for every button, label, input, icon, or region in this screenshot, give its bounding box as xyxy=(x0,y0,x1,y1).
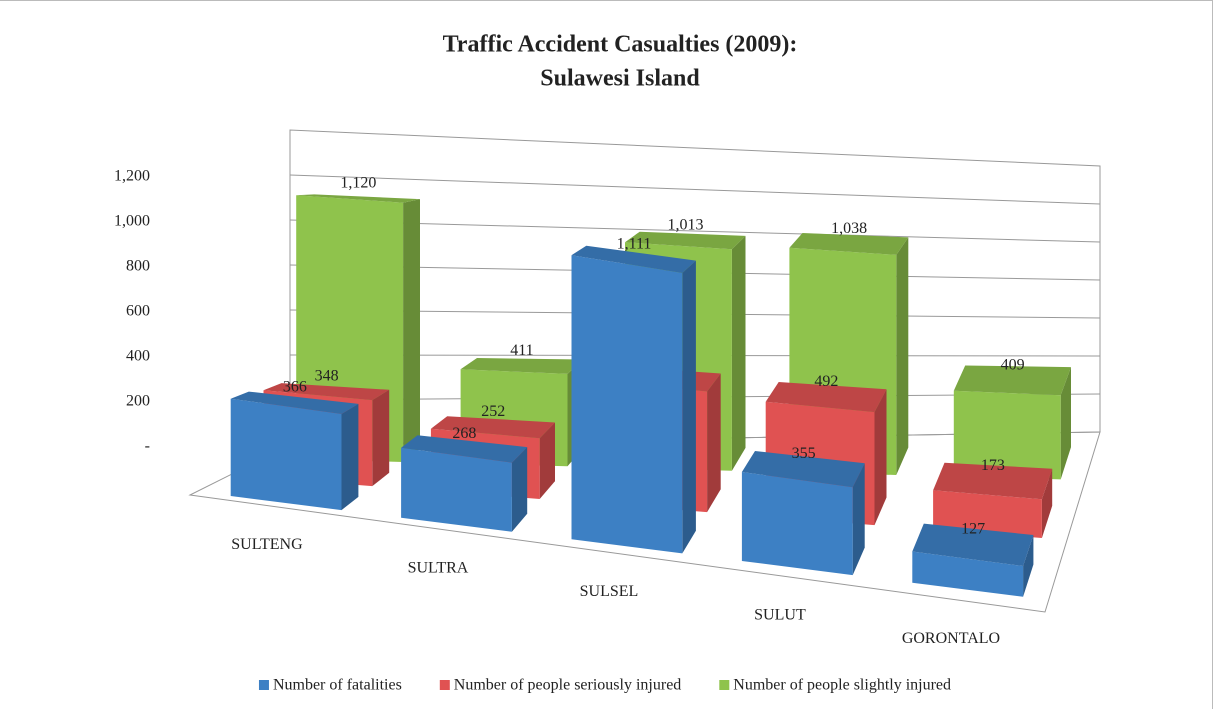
bar xyxy=(933,462,1053,538)
y-tick-label: 1,000 xyxy=(114,213,150,230)
back-wall xyxy=(289,129,1101,445)
value-label: 127 xyxy=(961,521,985,538)
y-tick-label: 600 xyxy=(126,303,150,320)
value-label: 1,013 xyxy=(668,216,704,233)
bar-top xyxy=(430,416,555,439)
x-tick-label: SULSEL xyxy=(580,583,639,600)
value-label: 348 xyxy=(315,367,339,384)
bar-top xyxy=(296,194,420,203)
value-label: 411 xyxy=(510,342,533,359)
bar-top xyxy=(933,462,1053,500)
bar-side xyxy=(341,403,359,511)
bar-front xyxy=(912,551,1024,597)
grid-line xyxy=(289,174,1101,205)
bar-side xyxy=(1041,468,1053,538)
legend-label: Number of people slightly injured xyxy=(733,677,951,694)
x-tick-label: SULTENG xyxy=(231,536,303,553)
y-tick-label: 800 xyxy=(126,258,150,275)
bar-top xyxy=(230,391,359,414)
bar xyxy=(741,451,865,576)
y-tick-label: 200 xyxy=(126,393,150,410)
bar xyxy=(953,365,1071,480)
bar-top xyxy=(263,383,390,401)
value-label: 1,111 xyxy=(617,235,652,252)
bar-top xyxy=(741,451,865,488)
bar-top xyxy=(953,365,1071,396)
value-label: 173 xyxy=(981,457,1005,474)
legend-swatch xyxy=(439,680,450,690)
chart-title: Sulawesi Island xyxy=(540,66,700,92)
y-tick-label: 400 xyxy=(126,348,150,365)
bar-side xyxy=(852,463,865,576)
bar-top xyxy=(401,435,528,463)
bar-top xyxy=(912,523,1034,566)
bar-side xyxy=(896,237,909,475)
bar-side xyxy=(682,260,696,554)
bar-top xyxy=(460,358,583,374)
bar-side xyxy=(372,389,390,487)
bar-side xyxy=(1060,367,1071,480)
chart-title: Traffic Accident Casualties (2009): xyxy=(443,32,798,58)
bar-side xyxy=(403,199,420,462)
value-label: 268 xyxy=(452,425,476,442)
bar-front xyxy=(741,472,853,576)
bar-front xyxy=(571,255,683,554)
bar-side xyxy=(511,447,528,532)
bar-side xyxy=(731,235,746,471)
bar-side xyxy=(874,389,887,526)
legend-label: Number of fatalities xyxy=(273,677,402,694)
bar-front xyxy=(401,447,512,532)
x-tick-label: GORONTALO xyxy=(902,630,1000,647)
y-tick-label: - xyxy=(145,438,150,455)
bar xyxy=(230,391,359,511)
legend-label: Number of people seriously injured xyxy=(454,677,682,694)
bar-top xyxy=(765,382,887,413)
value-label: 409 xyxy=(1001,356,1025,373)
legend-swatch xyxy=(719,680,730,690)
bar-front xyxy=(953,390,1061,480)
bar-front xyxy=(230,398,342,511)
bar-side xyxy=(707,373,721,513)
value-label: 1,120 xyxy=(340,175,376,192)
bar-side xyxy=(1023,535,1034,597)
value-label: 355 xyxy=(792,445,816,462)
bar-top xyxy=(625,231,746,250)
value-label: 366 xyxy=(283,379,307,396)
x-tick-label: SULTRA xyxy=(408,560,469,577)
y-tick-label: 1,200 xyxy=(114,168,150,185)
value-label: 492 xyxy=(814,373,838,390)
bar xyxy=(571,245,696,554)
value-label: 1,038 xyxy=(831,220,867,237)
value-label: 252 xyxy=(481,403,505,420)
x-tick-label: SULUT xyxy=(754,606,806,623)
bar-front xyxy=(933,490,1042,538)
bar xyxy=(912,523,1034,597)
legend-swatch xyxy=(258,680,269,690)
bar-top xyxy=(571,245,696,273)
bar-side xyxy=(539,422,555,499)
bar-top xyxy=(789,233,909,255)
bar xyxy=(401,435,528,532)
grid-line xyxy=(289,219,1101,243)
